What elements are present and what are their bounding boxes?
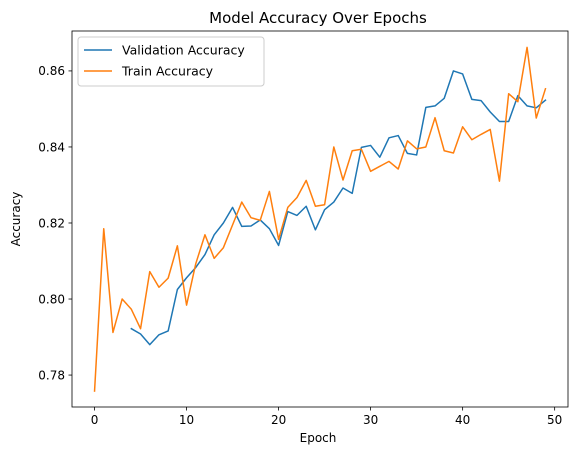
x-tick-label: 20 [271,413,286,427]
x-tick-label: 40 [455,413,470,427]
legend-label-train: Train Accuracy [121,64,214,79]
x-tick-label: 50 [547,413,562,427]
y-tick-label: 0.82 [38,216,65,230]
series-line-validation [130,70,547,346]
legend-box [77,36,265,87]
y-tick-label: 0.80 [38,292,65,306]
legend: Validation Accuracy Train Accuracy [77,36,265,87]
series-layer [93,46,547,392]
x-tick-label: 30 [363,413,378,427]
chart-title: Model Accuracy Over Epochs [209,9,427,27]
legend-label-validation: Validation Accuracy [122,43,245,58]
x-tick-label: 10 [179,413,194,427]
y-axis: 0.78 0.80 0.82 0.84 0.86 [38,64,72,382]
x-axis-label: Epoch [300,431,337,445]
plot-frame [71,30,569,408]
x-tick-label: 0 [91,413,99,427]
y-tick-label: 0.78 [38,368,65,382]
x-axis: 0 10 20 30 40 50 [91,407,562,427]
y-tick-label: 0.84 [38,140,65,154]
series-line-train [93,46,547,392]
y-tick-label: 0.86 [38,64,65,78]
y-axis-label: Accuracy [9,192,23,247]
